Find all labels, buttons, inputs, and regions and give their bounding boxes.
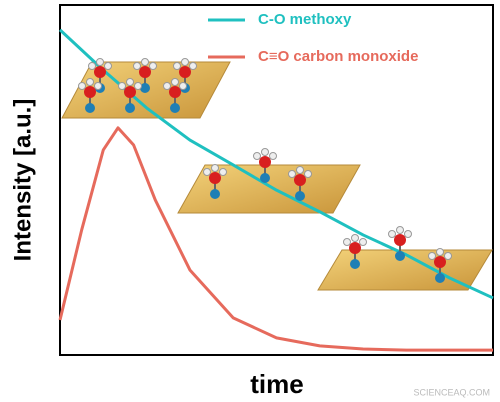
atom-h bbox=[253, 152, 261, 160]
molecules bbox=[78, 58, 452, 283]
atom-h bbox=[88, 62, 96, 70]
atom-h bbox=[134, 82, 142, 90]
atom-h bbox=[296, 166, 304, 174]
atom-h bbox=[94, 82, 102, 90]
atom-h bbox=[351, 234, 359, 242]
atom-h bbox=[343, 238, 351, 246]
atom-h bbox=[179, 82, 187, 90]
legend-label: C-O methoxy bbox=[258, 11, 352, 28]
atom-h bbox=[141, 58, 149, 66]
atom-h bbox=[163, 82, 171, 90]
atom-oxygen bbox=[84, 86, 96, 98]
atom-h bbox=[181, 58, 189, 66]
atom-h bbox=[118, 82, 126, 90]
y-axis-label: Intensity [a.u.] bbox=[9, 99, 36, 262]
atom-carbon bbox=[435, 273, 445, 283]
atom-oxygen bbox=[394, 234, 406, 246]
plot-frame bbox=[59, 4, 494, 356]
surface bbox=[317, 249, 493, 291]
atom-h bbox=[171, 78, 179, 86]
atom-oxygen bbox=[169, 86, 181, 98]
atom-carbon bbox=[85, 103, 95, 113]
atom-h bbox=[104, 62, 112, 70]
atom-h bbox=[203, 168, 211, 176]
atom-carbon bbox=[210, 189, 220, 199]
atom-h bbox=[436, 248, 444, 256]
atom-h bbox=[404, 230, 412, 238]
atom-oxygen bbox=[94, 66, 106, 78]
atom-h bbox=[444, 252, 452, 260]
atom-oxygen bbox=[124, 86, 136, 98]
atom-h bbox=[149, 62, 157, 70]
atom-h bbox=[304, 170, 312, 178]
atom-h bbox=[86, 78, 94, 86]
atom-h bbox=[173, 62, 181, 70]
series-line bbox=[58, 126, 493, 352]
atom-h bbox=[189, 62, 197, 70]
atom-h bbox=[219, 168, 227, 176]
atom-h bbox=[288, 170, 296, 178]
atom-oxygen bbox=[349, 242, 361, 254]
x-axis-label: time bbox=[250, 369, 303, 399]
legend-label: C≡O carbon monoxide bbox=[258, 48, 418, 65]
watermark: SCIENCEAQ.COM bbox=[413, 387, 490, 397]
atom-oxygen bbox=[179, 66, 191, 78]
atom-carbon bbox=[170, 103, 180, 113]
atom-carbon bbox=[395, 251, 405, 261]
atom-oxygen bbox=[209, 172, 221, 184]
atom-h bbox=[396, 226, 404, 234]
atom-carbon bbox=[140, 83, 150, 93]
atom-carbon bbox=[260, 173, 270, 183]
atom-oxygen bbox=[434, 256, 446, 268]
atom-h bbox=[78, 82, 86, 90]
atom-h bbox=[261, 148, 269, 156]
atom-h bbox=[133, 62, 141, 70]
atom-h bbox=[269, 152, 277, 160]
atom-oxygen bbox=[259, 156, 271, 168]
atom-h bbox=[96, 58, 104, 66]
atom-h bbox=[428, 252, 436, 260]
atom-carbon bbox=[350, 259, 360, 269]
atom-h bbox=[388, 230, 396, 238]
atom-oxygen bbox=[294, 174, 306, 186]
atom-carbon bbox=[125, 103, 135, 113]
atom-carbon bbox=[295, 191, 305, 201]
atom-h bbox=[359, 238, 367, 246]
atom-oxygen bbox=[139, 66, 151, 78]
atom-h bbox=[211, 164, 219, 172]
surface bbox=[177, 164, 361, 214]
atom-h bbox=[126, 78, 134, 86]
